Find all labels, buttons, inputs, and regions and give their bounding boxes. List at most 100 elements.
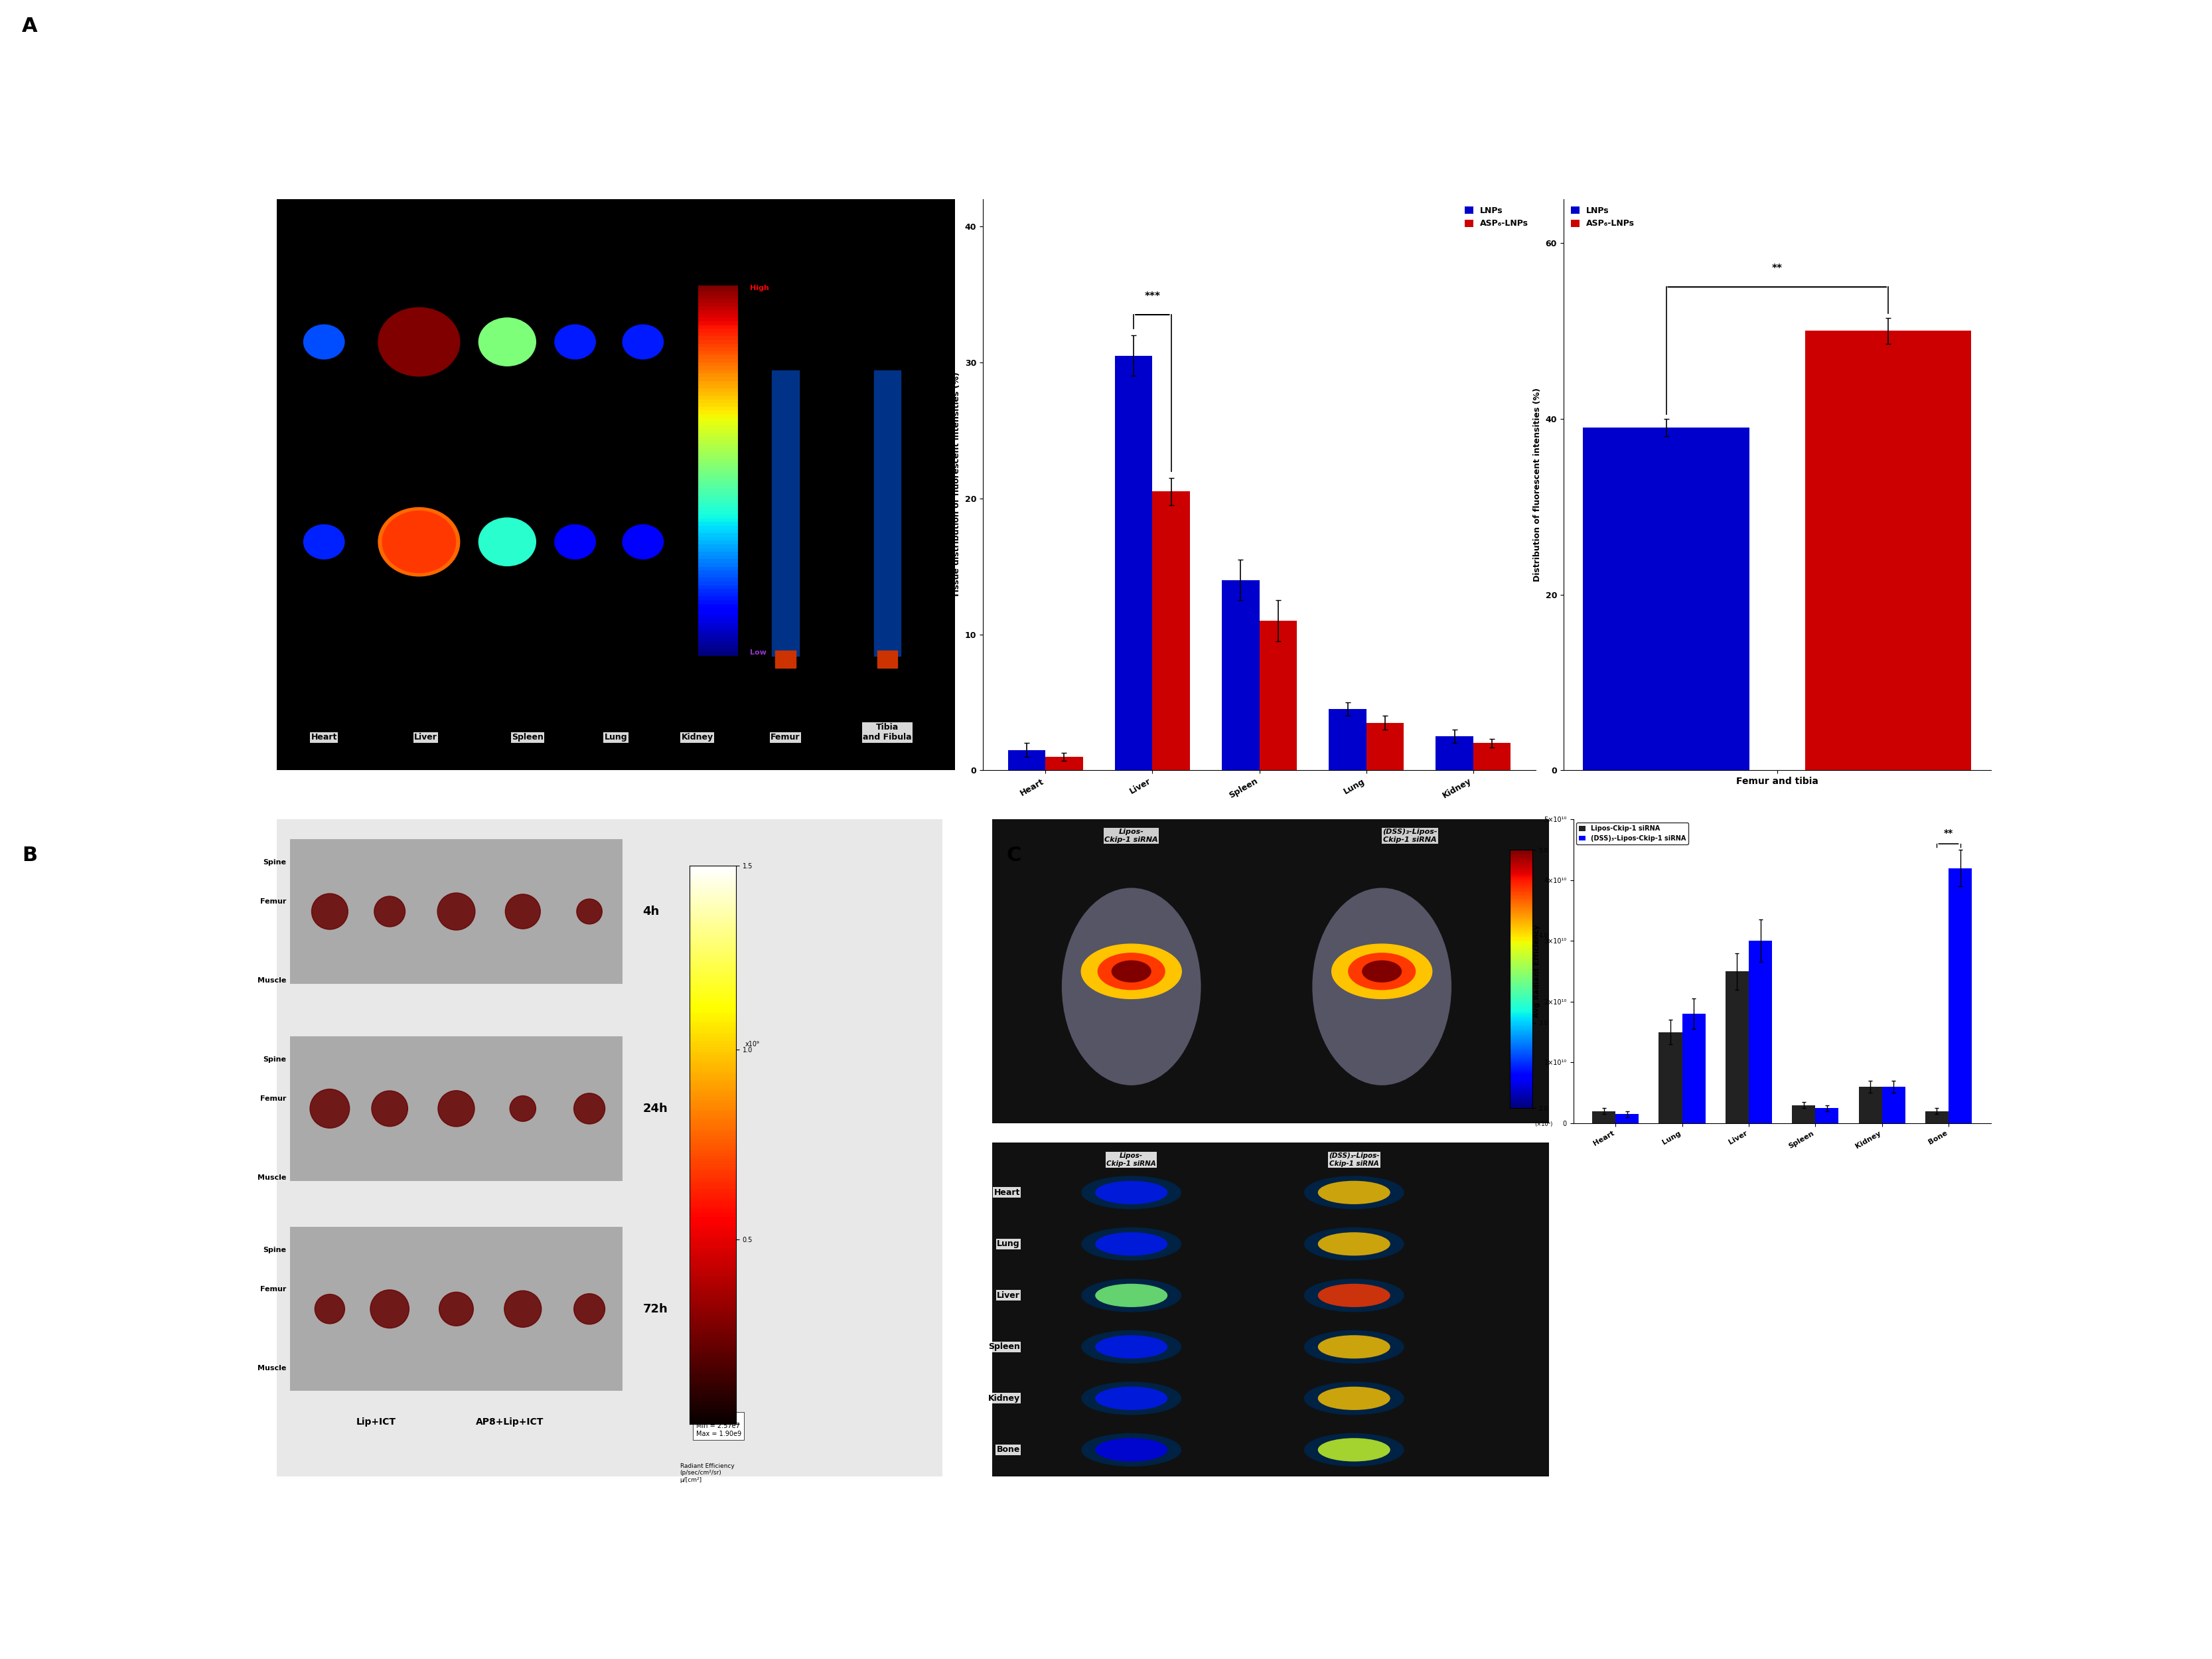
Circle shape bbox=[1349, 954, 1416, 990]
Bar bbox=[1882, 1087, 1905, 1123]
Text: Color Scale
Min = 2.57e7
Max = 1.90e9: Color Scale Min = 2.57e7 Max = 1.90e9 bbox=[697, 1415, 741, 1437]
Circle shape bbox=[438, 1090, 476, 1126]
Text: Lung: Lung bbox=[604, 733, 628, 742]
Text: Tibia
and Fibula: Tibia and Fibula bbox=[863, 723, 911, 742]
Circle shape bbox=[392, 518, 447, 566]
Circle shape bbox=[478, 518, 535, 566]
Bar bbox=[290, 839, 624, 984]
Bar bbox=[1009, 750, 1046, 770]
Circle shape bbox=[1097, 954, 1166, 990]
Ellipse shape bbox=[1095, 1438, 1168, 1462]
Bar bbox=[1924, 1112, 1949, 1123]
Bar bbox=[1152, 491, 1190, 770]
Text: Spine: Spine bbox=[263, 859, 288, 866]
Text: Femur: Femur bbox=[261, 898, 288, 904]
Text: Spine: Spine bbox=[263, 1057, 288, 1063]
Text: (DSS)₃-Lipos-
Ckip-1 siRNA: (DSS)₃-Lipos- Ckip-1 siRNA bbox=[1382, 828, 1438, 843]
Ellipse shape bbox=[1318, 1335, 1389, 1359]
Bar bbox=[1725, 972, 1750, 1123]
Ellipse shape bbox=[1082, 1331, 1181, 1364]
Circle shape bbox=[555, 524, 595, 559]
Bar bbox=[1593, 1112, 1615, 1123]
Text: ***: *** bbox=[1144, 290, 1161, 300]
Ellipse shape bbox=[1318, 1438, 1389, 1462]
Legend: Lipos-Ckip-1 siRNA, (DSS)₃-Lipos-Ckip-1 siRNA: Lipos-Ckip-1 siRNA, (DSS)₃-Lipos-Ckip-1 … bbox=[1577, 823, 1688, 844]
Circle shape bbox=[314, 1294, 345, 1324]
Bar bbox=[1221, 581, 1259, 770]
Circle shape bbox=[398, 325, 440, 358]
Circle shape bbox=[378, 508, 460, 576]
Bar bbox=[290, 1037, 624, 1181]
Ellipse shape bbox=[1082, 1176, 1181, 1209]
Circle shape bbox=[374, 896, 405, 927]
Circle shape bbox=[1363, 961, 1402, 982]
Ellipse shape bbox=[1303, 1331, 1405, 1364]
Y-axis label: Avg Radiant Efficiency: Avg Radiant Efficiency bbox=[1533, 924, 1540, 1019]
Text: Lip+ICT: Lip+ICT bbox=[356, 1417, 396, 1427]
Ellipse shape bbox=[1318, 1181, 1389, 1204]
Legend: LNPs, ASP₆-LNPs: LNPs, ASP₆-LNPs bbox=[1568, 204, 1637, 231]
Circle shape bbox=[303, 325, 345, 358]
Text: Heart: Heart bbox=[312, 733, 336, 742]
Ellipse shape bbox=[1318, 1233, 1389, 1256]
Circle shape bbox=[378, 307, 460, 377]
Text: Bone: Bone bbox=[998, 1445, 1020, 1453]
Bar bbox=[1115, 355, 1152, 770]
Bar bbox=[1792, 1105, 1816, 1123]
Circle shape bbox=[577, 899, 602, 924]
Text: Lipos-
Ckip-1 siRNA: Lipos- Ckip-1 siRNA bbox=[1104, 828, 1159, 843]
Circle shape bbox=[555, 325, 595, 358]
Bar bbox=[1329, 708, 1367, 770]
Ellipse shape bbox=[1303, 1382, 1405, 1415]
Circle shape bbox=[622, 325, 664, 358]
Circle shape bbox=[440, 1292, 473, 1326]
Text: Liver: Liver bbox=[414, 733, 438, 742]
Text: **: ** bbox=[1772, 264, 1783, 274]
Text: Liver: Liver bbox=[998, 1291, 1020, 1299]
Ellipse shape bbox=[1318, 1284, 1389, 1307]
Ellipse shape bbox=[1082, 1433, 1181, 1467]
Text: (DSS)₃-Lipos-
Ckip-1 siRNA: (DSS)₃-Lipos- Ckip-1 siRNA bbox=[1329, 1153, 1380, 1166]
Circle shape bbox=[573, 1093, 606, 1123]
Text: **: ** bbox=[1944, 828, 1953, 838]
Bar bbox=[1681, 1014, 1705, 1123]
Circle shape bbox=[509, 1095, 535, 1121]
Circle shape bbox=[438, 893, 476, 931]
Bar bbox=[878, 650, 898, 667]
Circle shape bbox=[310, 1088, 349, 1128]
Ellipse shape bbox=[1082, 1228, 1181, 1261]
Circle shape bbox=[407, 332, 431, 352]
Ellipse shape bbox=[1303, 1433, 1405, 1467]
Circle shape bbox=[1332, 944, 1431, 999]
Circle shape bbox=[312, 894, 347, 929]
Y-axis label: Tissue distribution of fluorescent intensities (%): Tissue distribution of fluorescent inten… bbox=[953, 372, 960, 597]
Text: Femur: Femur bbox=[770, 733, 801, 742]
Text: AP8+Lip+ICT: AP8+Lip+ICT bbox=[476, 1417, 544, 1427]
Text: Lipos-
Ckip-1 siRNA: Lipos- Ckip-1 siRNA bbox=[1106, 1153, 1157, 1166]
Circle shape bbox=[1113, 961, 1150, 982]
Bar bbox=[1367, 723, 1405, 770]
Bar bbox=[1046, 757, 1084, 770]
Bar bbox=[1584, 428, 1750, 770]
Bar bbox=[776, 650, 796, 667]
Ellipse shape bbox=[1303, 1228, 1405, 1261]
Bar bbox=[1949, 868, 1971, 1123]
Text: Kidney: Kidney bbox=[681, 733, 712, 742]
Circle shape bbox=[622, 524, 664, 559]
Bar bbox=[1259, 620, 1296, 770]
Bar bbox=[290, 1228, 624, 1392]
Circle shape bbox=[303, 524, 345, 559]
Circle shape bbox=[478, 319, 535, 367]
Text: Lung: Lung bbox=[998, 1239, 1020, 1248]
Text: A: A bbox=[22, 17, 38, 36]
Bar bbox=[1750, 941, 1772, 1123]
Text: Spine: Spine bbox=[263, 1246, 288, 1253]
Text: C: C bbox=[1006, 846, 1022, 866]
Ellipse shape bbox=[1095, 1387, 1168, 1410]
Bar bbox=[1805, 330, 1971, 770]
Circle shape bbox=[392, 319, 447, 367]
Text: 72h: 72h bbox=[644, 1302, 668, 1316]
Bar bbox=[772, 370, 799, 655]
Text: 4h: 4h bbox=[644, 906, 659, 917]
Bar bbox=[1473, 743, 1511, 770]
